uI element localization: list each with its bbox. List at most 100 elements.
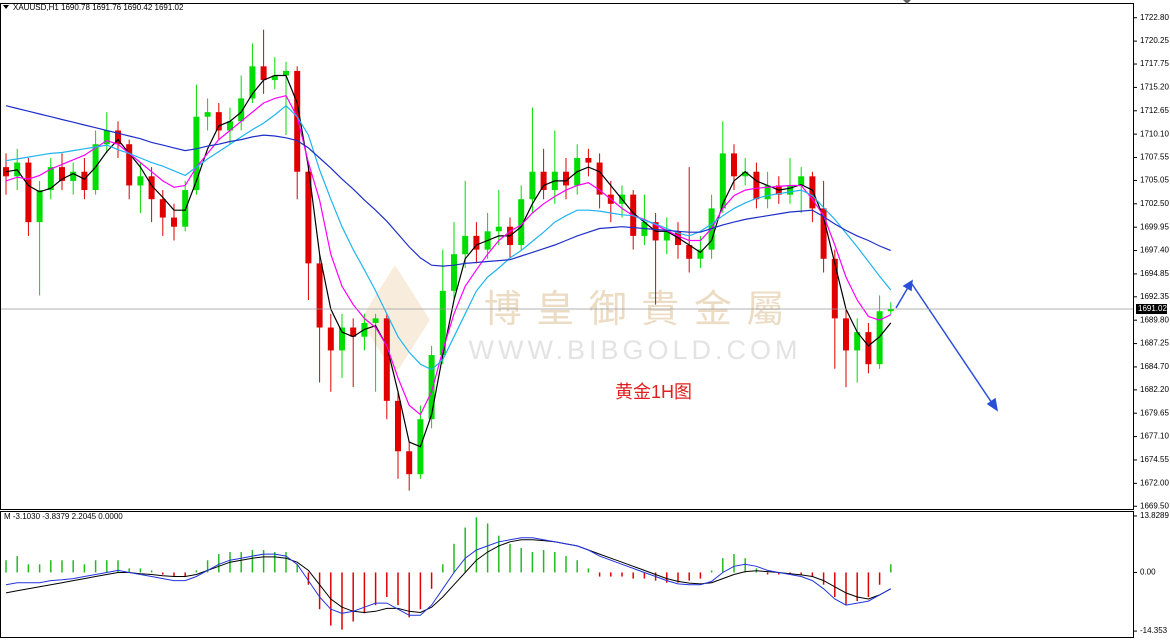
candle-body [204,112,211,117]
candle-body [193,116,200,191]
indicator-line [5,539,892,614]
candle-body [697,249,704,259]
watermark-title: 博 皇 御 貴 金 屬 [484,289,787,331]
last-high: 1691.76 [92,3,121,12]
y-tick-label: 1705.05 [1140,176,1169,185]
candle-body [473,235,480,250]
candle-body [81,171,88,191]
candle-body [126,144,133,186]
main-panel [0,3,1134,510]
candle-body [137,176,144,186]
candle-body [831,258,838,319]
candle-body [428,355,435,420]
y-tick-label: -14.353 [1140,626,1168,635]
y-tick-label: 1702.50 [1140,199,1169,208]
candle-body [260,66,267,81]
candle-body [764,185,771,200]
arrow-head [986,397,999,412]
candle-body [596,162,603,195]
y-tick-label: 1679.65 [1140,408,1169,417]
y-tick-label: 1715.20 [1140,83,1169,92]
price-tag-bg [1136,304,1167,315]
candle-body [383,318,390,401]
y-tick-label: 1669.50 [1140,501,1169,510]
candle-body [103,130,110,145]
symbol: XAUUSD,H1 [13,3,59,12]
candle-body [798,176,805,186]
candle-body [238,98,245,122]
y-tick-label: 1699.95 [1140,222,1169,231]
candle-body [271,75,278,81]
candle-body [663,231,670,241]
candle-body [742,171,749,177]
arrow-head [902,279,913,292]
candle-body [159,199,166,218]
candle-body [865,332,872,365]
candle-body [249,66,256,99]
candle-body [148,176,155,200]
candle-body [25,162,32,223]
y-tick-label: 13.8289 [1140,511,1169,520]
y-tick-label: 1712.65 [1140,106,1169,115]
indicator-label: M -3.1030 -3.8379 2.2045 0.0000 [4,512,123,521]
last-low: 1690.42 [123,3,152,12]
y-tick-label: 1692.35 [1140,292,1169,301]
candle-body [843,318,849,351]
y-tick-label: 1697.40 [1140,246,1169,255]
candle-body [854,332,861,351]
candle-body [495,226,502,232]
y-tick-label: 1720.25 [1140,36,1169,45]
candle-body [731,153,737,177]
candle-body [70,171,77,181]
candle-body [215,112,222,131]
watermark-logo [360,265,430,375]
y-tick-label: 1694.85 [1140,269,1169,278]
watermark-url: WWW.BIBGOLD.COM [469,335,802,365]
y-tick-label: 1689.80 [1140,315,1169,324]
indicator-panel [0,511,1134,638]
moving-average [5,74,892,448]
candle-body [518,199,525,246]
candle-body [753,171,760,200]
candle-body [529,171,536,200]
moving-average [5,104,892,371]
y-tick-label: 1674.55 [1140,455,1169,464]
candle-body [59,167,65,181]
moving-average [5,105,892,267]
candle-body [563,171,569,186]
price-tag: 1691.02 [1138,304,1167,313]
candle-body [115,130,121,145]
candle-body [47,167,54,191]
candle-body [182,190,189,227]
candle-body [439,290,446,356]
candle-body [809,176,816,209]
y-tick-label: 1672.00 [1140,478,1169,487]
candle-body [406,451,413,475]
arrow-down [911,283,995,407]
candle-body [227,121,233,131]
y-tick-label: 1677.10 [1140,432,1169,441]
watermark: 博 皇 御 貴 金 屬 WWW.BIBGOLD.COM [360,265,802,375]
indicator-line [5,537,892,616]
forecast-arrows [895,279,999,412]
last-open: 1690.78 [61,3,90,12]
y-tick-label: 1722.80 [1140,13,1169,22]
moving-average [5,95,892,416]
candle-body [686,245,693,259]
candle-body [316,263,323,328]
candle-body [787,185,793,195]
candle-body [876,311,883,365]
candle-body [395,400,401,452]
candle-body [327,327,334,351]
annotation: 黄金1H图 [615,382,692,402]
candle-body [350,327,357,337]
y-tick-label: 1710.10 [1140,129,1169,138]
last-close: 1691.02 [155,3,184,12]
candle-body [305,171,312,264]
candle-body [339,327,345,351]
candle-body [283,70,289,76]
candle-body [887,309,894,312]
y-tick-label: 1684.70 [1140,362,1169,371]
candle-body [3,167,9,177]
